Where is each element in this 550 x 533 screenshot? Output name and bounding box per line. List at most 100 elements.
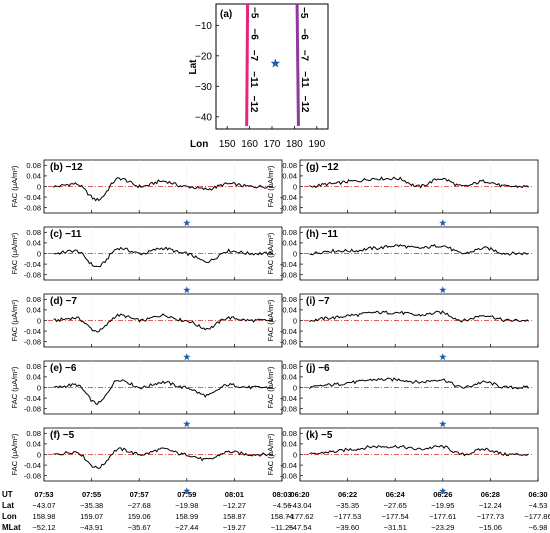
map-x-tick-label: 180 <box>286 139 303 150</box>
ut-tick-label: 06:26 <box>433 490 452 499</box>
axis-value: −35.35 <box>336 501 359 510</box>
fac-series-line <box>53 177 273 202</box>
panel-y-tick-label: -0.08 <box>24 338 41 347</box>
fac-panel: 0.08 0.040 -0.04 -0.08 FAC (μA/m²) (c) −11 <box>10 226 283 294</box>
ut-tick-label: 07:55 <box>82 490 101 499</box>
panel-ylabel: FAC (μA/m²) <box>10 366 19 408</box>
axis-row-label: Lat <box>2 501 14 510</box>
fac-panel: 0.08 0.040 -0.04 -0.08 FAC (μA/m²) (f) −5 <box>10 427 283 495</box>
event-star-marker <box>183 420 191 428</box>
panel-y-tick-label: -0.08 <box>24 405 41 414</box>
panel-y-tick-label: 0.04 <box>282 172 297 181</box>
axis-value: −12.27 <box>223 501 246 510</box>
map-track-label: −6 <box>248 28 259 40</box>
fac-panel: 0.08 0.040 -0.04 -0.08 FAC (μA/m²) (k) −5 <box>266 427 539 495</box>
map-ylabel: Lat <box>188 59 199 75</box>
axis-value: −47.54 <box>288 523 311 532</box>
ut-tick-label: 07:53 <box>34 490 53 499</box>
map-x-tick-label: 150 <box>219 139 236 150</box>
panel-label: (b) −12 <box>50 162 83 173</box>
fac-series-line <box>309 377 529 390</box>
axis-value: −27.44 <box>175 523 198 532</box>
panel-ylabel: FAC (μA/m²) <box>266 232 275 274</box>
event-star-marker <box>183 487 191 495</box>
panel-y-tick-label: 0.04 <box>282 239 297 248</box>
panel-y-tick-label: 0.08 <box>26 429 41 438</box>
map-track-label: −7 <box>299 50 310 62</box>
fac-series-line <box>53 246 273 268</box>
axis-value: −177.53 <box>334 512 361 521</box>
map-x-tick-label: 190 <box>308 139 325 150</box>
fac-series-line <box>309 310 529 323</box>
panel-ylabel: FAC (μA/m²) <box>266 299 275 341</box>
fac-series-line <box>309 176 529 189</box>
fac-series-line <box>53 379 273 406</box>
panel-ylabel: FAC (μA/m²) <box>10 232 19 274</box>
panel-y-tick-label: 0.04 <box>282 373 297 382</box>
axis-value: −15.06 <box>479 523 502 532</box>
ut-tick-label: 06:22 <box>338 490 357 499</box>
event-star-marker <box>183 353 191 361</box>
axis-value: 159.06 <box>128 512 151 521</box>
panel-y-tick-label: 0.04 <box>282 440 297 449</box>
axis-value: −12.24 <box>479 501 502 510</box>
fac-panel: 0.08 0.040 -0.04 -0.08 FAC (μA/m²) (e) −6 <box>10 360 283 428</box>
panel-label: (j) −6 <box>306 363 330 374</box>
axis-value: −43.07 <box>32 501 55 510</box>
panel-y-tick-label: -0.04 <box>24 260 41 269</box>
map-track-2 <box>295 3 300 126</box>
axis-row-label: Lon <box>2 512 17 521</box>
axis-value: −11.25 <box>271 523 294 532</box>
map-y-tick-label: −20 <box>195 51 212 62</box>
axis-value: 159.07 <box>80 512 103 521</box>
map-track-label: −12 <box>299 96 310 113</box>
map-star <box>270 58 281 68</box>
panel-ylabel: FAC (μA/m²) <box>266 366 275 408</box>
axis-value: −39.60 <box>336 523 359 532</box>
ut-tick-label: 07:59 <box>177 490 196 499</box>
panel-y-tick-label: 0 <box>37 450 41 459</box>
fac-series-line <box>309 444 529 457</box>
fac-panel: 0.08 0.040 -0.04 -0.08 FAC (μA/m²) (d) −7 <box>10 293 283 361</box>
panel-label: (h) −11 <box>306 229 338 240</box>
panel-y-tick-label: 0 <box>37 249 41 258</box>
axis-value: −19.27 <box>223 523 246 532</box>
panel-y-tick-label: 0.04 <box>26 373 41 382</box>
axis-row-label: MLat <box>2 523 21 532</box>
panel-label: (k) −5 <box>306 430 333 441</box>
panel-y-tick-label: 0.08 <box>282 429 297 438</box>
map-track-labels: −5 −6 −7 −11 −12 −5 −6 −7 −11 −12 <box>248 7 310 113</box>
axis-row-label: UT <box>2 490 13 499</box>
event-star-marker <box>183 219 191 227</box>
map-x-ticks: 150 160 170 180 190 <box>219 126 326 150</box>
axis-value: −177.86 <box>524 512 550 521</box>
panel-y-tick-label: 0.08 <box>26 161 41 170</box>
panel-y-tick-label: 0.08 <box>26 228 41 237</box>
fac-panel: 0.08 0.040 -0.04 -0.08 FAC (μA/m²) (g) −12 <box>266 159 539 227</box>
axis-value: −31.51 <box>384 523 407 532</box>
panel-y-tick-label: -0.04 <box>280 461 297 470</box>
panel-y-tick-label: 0.04 <box>26 440 41 449</box>
ut-tick-label: 06:24 <box>386 490 406 499</box>
panel-y-tick-label: 0 <box>37 383 41 392</box>
axis-value: −27.65 <box>384 501 407 510</box>
map-track-label: −11 <box>299 71 310 88</box>
panel-y-tick-label: 0 <box>37 316 41 325</box>
panel-y-tick-label: 0.08 <box>282 228 297 237</box>
map-xlabel: Lon <box>190 139 208 150</box>
fac-series-line <box>53 447 273 469</box>
event-star-marker <box>439 353 447 361</box>
panel-y-tick-label: -0.08 <box>280 472 297 481</box>
map-panel: (a) Lat Lon −10 −20 −30 −40 150 160 170 180 190… <box>188 3 329 150</box>
ut-tick-label: 08:01 <box>225 490 244 499</box>
axis-value: −19.98 <box>175 501 198 510</box>
axis-value: −35.67 <box>128 523 151 532</box>
panel-label: (i) −7 <box>306 296 330 307</box>
ut-tick-label: 06:20 <box>290 490 309 499</box>
panel-y-tick-label: -0.04 <box>24 394 41 403</box>
panel-y-tick-label: 0.08 <box>282 362 297 371</box>
map-track-label: −5 <box>249 7 260 19</box>
axis-value: −4.53 <box>529 501 548 510</box>
axis-value: −23.29 <box>431 523 454 532</box>
axis-value: 158.98 <box>33 512 56 521</box>
